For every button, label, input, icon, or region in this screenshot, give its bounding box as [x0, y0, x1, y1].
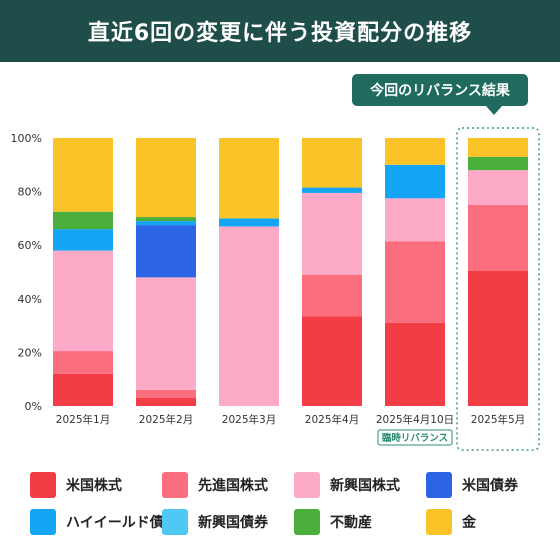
bar-segment: [385, 241, 445, 323]
legend-label: 不動産: [330, 515, 372, 531]
legend-item: 先進国株式: [162, 470, 268, 500]
bar-segment: [53, 211, 113, 230]
x-tick-label: 2025年2月: [139, 413, 193, 426]
bar-segment: [468, 205, 528, 271]
bar-segment: [136, 217, 196, 222]
legend-item: 米国債券: [426, 470, 518, 500]
bar-segment: [302, 192, 362, 275]
legend-label: 新興国債券: [198, 515, 268, 531]
bar-segment: [219, 218, 279, 227]
y-tick-label: 0%: [25, 400, 42, 413]
current-rebalance-callout: 今回のリバランス結果: [352, 74, 528, 106]
bar-segment: [136, 138, 196, 218]
bar-segment: [302, 316, 362, 406]
legend-swatch: [294, 509, 320, 535]
bar-segment: [136, 397, 196, 406]
y-tick-label: 40%: [18, 293, 42, 306]
legend-swatch: [30, 509, 56, 535]
legend-label: 新興国株式: [330, 478, 400, 494]
bar-segment: [302, 274, 362, 317]
stacked-bar-chart: 0% 20% 40% 60% 80% 100% 2025年1月 2025年2月 2025年3月 2…: [11, 127, 540, 451]
category-note-label: 臨時リバランス: [382, 432, 448, 444]
legend-swatch: [426, 509, 452, 535]
y-tick-label: 100%: [11, 132, 42, 145]
x-tick-label: 2025年5月: [471, 413, 525, 426]
callout-pointer: [486, 106, 502, 115]
legend-swatch: [426, 472, 452, 498]
bar-segment: [136, 221, 196, 226]
category-note-tag: [377, 429, 453, 446]
bar-segment: [468, 138, 528, 157]
legend-item: 金: [426, 507, 476, 537]
legend-swatch: [30, 472, 56, 498]
callout-label: 今回のリバランス結果: [370, 83, 510, 99]
bar-segment: [136, 277, 196, 390]
bar-segment: [302, 138, 362, 188]
legend-label: 米国株式: [66, 478, 122, 494]
legend-item: ハイイールド債券: [30, 507, 178, 537]
bar-segment: [53, 373, 113, 406]
bar-segment: [53, 229, 113, 251]
y-tick-label: 60%: [18, 239, 42, 252]
bar-segment: [468, 170, 528, 205]
bar-segment: [53, 250, 113, 352]
legend-item: 米国株式: [30, 470, 122, 500]
bar-segment: [219, 138, 279, 219]
y-tick-label: 80%: [18, 186, 42, 199]
y-tick-label: 20%: [18, 346, 42, 359]
legend-label: ハイイールド債券: [66, 515, 178, 531]
x-tick-label: 2025年4月10日: [376, 413, 454, 426]
bar-segment: [385, 198, 445, 242]
bar-segment: [385, 322, 445, 406]
legend-swatch: [294, 472, 320, 498]
chart-title: 直近6回の変更に伴う投資配分の推移: [87, 21, 473, 46]
legend-item: 新興国株式: [294, 470, 400, 500]
header-banner: 直近6回の変更に伴う投資配分の推移: [0, 0, 560, 62]
legend-swatch: [162, 509, 188, 535]
bar-segment: [53, 351, 113, 374]
legend-label: 米国債券: [462, 478, 518, 494]
highlight-box: [456, 127, 540, 451]
x-tick-label: 2025年1月: [56, 413, 110, 426]
bar-segment: [302, 187, 362, 193]
x-tick-label: 2025年4月: [305, 413, 359, 426]
bar-segment: [468, 156, 528, 171]
bar-segment: [385, 164, 445, 199]
legend-swatch: [162, 472, 188, 498]
bar-segment: [219, 226, 279, 406]
legend-label: 先進国株式: [198, 478, 268, 494]
legend: 米国株式 先進国株式 新興国株式 米国債券ハイイールド債券 新興国債券 不動産 金: [30, 470, 550, 550]
legend-item: 新興国債券: [162, 507, 268, 537]
bar-segment: [136, 225, 196, 278]
bar-segment: [385, 138, 445, 165]
x-tick-label: 2025年3月: [222, 413, 276, 426]
bar-segment: [136, 389, 196, 398]
bar-segment: [53, 138, 113, 212]
legend-label: 金: [462, 515, 476, 531]
bar-segment: [468, 270, 528, 406]
legend-item: 不動産: [294, 507, 372, 537]
